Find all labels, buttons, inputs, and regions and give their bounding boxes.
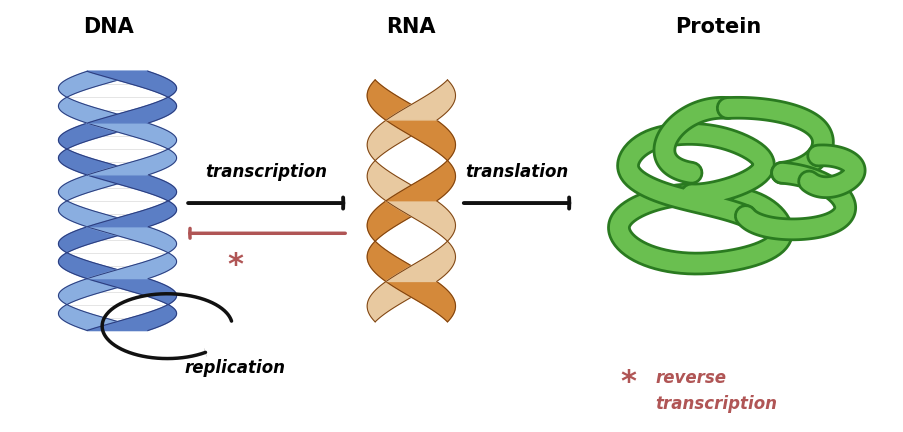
Polygon shape xyxy=(87,279,176,330)
Polygon shape xyxy=(385,120,455,201)
Polygon shape xyxy=(87,123,176,175)
Polygon shape xyxy=(87,71,176,123)
Polygon shape xyxy=(386,282,455,322)
Text: translation: translation xyxy=(465,163,568,181)
Text: *: * xyxy=(619,368,636,397)
Polygon shape xyxy=(59,175,148,227)
Text: transcription: transcription xyxy=(206,163,327,181)
Text: reverse: reverse xyxy=(655,369,726,387)
Text: replication: replication xyxy=(184,359,285,377)
Polygon shape xyxy=(59,71,148,123)
Polygon shape xyxy=(87,227,176,279)
Polygon shape xyxy=(367,120,437,201)
Text: DNA: DNA xyxy=(83,17,134,37)
Polygon shape xyxy=(386,201,455,282)
Text: Protein: Protein xyxy=(675,17,761,37)
Text: transcription: transcription xyxy=(655,395,777,413)
Polygon shape xyxy=(367,282,436,322)
Polygon shape xyxy=(386,80,455,120)
Polygon shape xyxy=(59,123,148,175)
Polygon shape xyxy=(59,279,148,330)
Polygon shape xyxy=(367,80,435,120)
Polygon shape xyxy=(367,201,436,282)
Polygon shape xyxy=(87,175,176,227)
Text: *: * xyxy=(227,251,243,280)
Polygon shape xyxy=(59,227,148,279)
Text: RNA: RNA xyxy=(386,17,435,37)
